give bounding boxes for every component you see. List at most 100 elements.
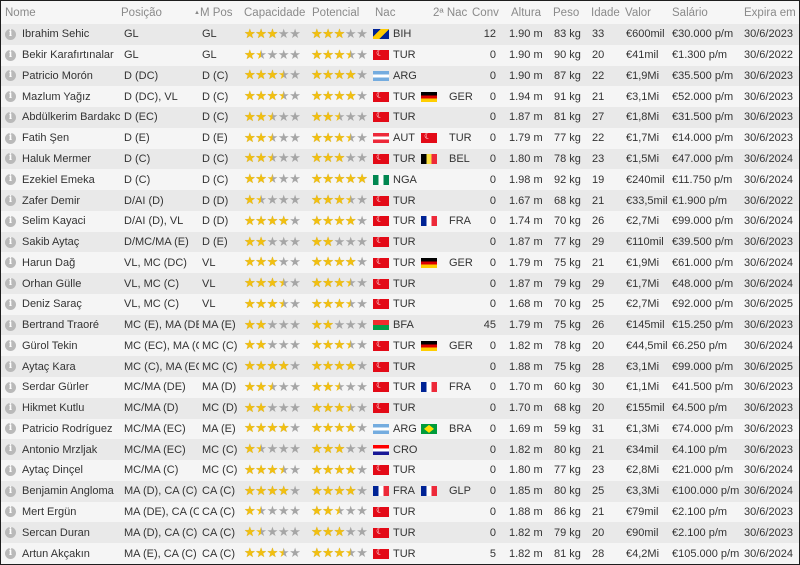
table-row[interactable]: i Patricio Morón D (DC) D (C) ★ ★ ★ ★ ★ ★ ★ ★ ★ ★ ARG 0…	[1, 65, 799, 87]
player-name[interactable]: Benjamin Angloma	[22, 485, 114, 498]
info-icon[interactable]: i	[5, 485, 16, 497]
player-name[interactable]: Sercan Duran	[22, 526, 90, 539]
column-header-expira[interactable]: Expira em	[744, 6, 796, 19]
caps-count: 0	[489, 236, 496, 249]
info-icon[interactable]: i	[5, 361, 16, 373]
player-name[interactable]: Orhan Gülle	[22, 277, 82, 290]
table-row[interactable]: i Serdar Gürler MC/MA (DE) MA (D) ★ ★ ★ ★ ★ ★ ★ ★ ★ ★…	[1, 377, 799, 398]
info-icon[interactable]: i	[5, 215, 16, 227]
player-name[interactable]: Sakib Aytaç	[22, 236, 80, 249]
column-header-mpos[interactable]: ▲M Pos	[194, 7, 243, 19]
table-row[interactable]: i Aytaç Kara MC (C), MA (EC) MC (C) ★ ★ ★ ★ ★ ★ ★ ★…	[1, 356, 799, 378]
table-row[interactable]: i Artun Akçakın MA (E), CA (C) CA (C) ★ ★ ★ ★ ★ ★…	[1, 543, 799, 564]
nationality-code: FRA	[393, 485, 415, 498]
player-name[interactable]: Ezekiel Emeka	[22, 173, 95, 186]
player-name[interactable]: Aytaç Dinçel	[22, 464, 83, 477]
info-icon[interactable]: i	[5, 28, 16, 40]
column-header-peso[interactable]: Peso	[553, 6, 580, 19]
column-header-potencial[interactable]: Potencial	[312, 6, 360, 19]
info-icon[interactable]: i	[5, 506, 16, 518]
player-name[interactable]: Artun Akçakın	[22, 547, 90, 560]
table-row[interactable]: i Abdülkerim Bardakcı D (EC) D (C) ★ ★ ★ ★ ★ ★ ★ ★ ★…	[1, 107, 799, 128]
info-icon[interactable]: i	[5, 444, 16, 456]
weight: 80 kg	[554, 485, 581, 498]
info-icon[interactable]: i	[5, 132, 16, 144]
info-icon[interactable]: i	[5, 381, 16, 393]
column-header-capacidade[interactable]: Capacidade	[244, 6, 306, 19]
table-row[interactable]: i Ezekiel Emeka D (C) D (C) ★ ★ ★ ★ ★ ★ ★ ★ ★ ★ NGA 0 1.…	[1, 169, 799, 191]
info-icon[interactable]: i	[5, 236, 16, 248]
star-icon: ★	[266, 505, 279, 519]
player-name[interactable]: Deniz Saraç	[22, 298, 82, 311]
player-name[interactable]: Patricio Rodríguez	[22, 422, 113, 435]
second-nationality-code: BEL	[449, 152, 470, 165]
info-icon[interactable]: i	[5, 423, 16, 435]
star-icon: ★	[277, 256, 290, 270]
capacidade-rating: ★ ★ ★ ★ ★	[243, 298, 311, 311]
info-icon[interactable]: i	[5, 91, 16, 103]
column-header-altura[interactable]: Altura	[511, 6, 542, 19]
player-name[interactable]: Zafer Demir	[22, 194, 81, 207]
column-header-posicao[interactable]: Posição	[121, 6, 162, 19]
info-icon[interactable]: i	[5, 527, 16, 539]
info-icon[interactable]: i	[5, 548, 16, 560]
info-icon[interactable]: i	[5, 195, 16, 206]
player-name[interactable]: Ibrahim Sehic	[22, 28, 90, 41]
age: 22	[592, 69, 605, 82]
player-name[interactable]: Selim Kayaci	[22, 215, 86, 228]
info-icon[interactable]: i	[5, 298, 16, 310]
info-icon[interactable]: i	[5, 402, 16, 414]
player-name[interactable]: Mazlum Yağız	[22, 90, 91, 103]
column-header-nac[interactable]: Nac	[375, 6, 396, 19]
column-header-nac2[interactable]: 2ª Nac	[433, 6, 468, 19]
info-icon[interactable]: i	[5, 153, 16, 165]
table-row[interactable]: i Patricio Rodríguez MC/MA (EC) MA (E) ★ ★ ★ ★ ★…	[1, 418, 799, 440]
table-row[interactable]: i Bertrand Traoré MC (E), MA (DE) MA (E) ★ ★ ★…	[1, 314, 799, 336]
info-icon[interactable]: i	[5, 257, 16, 269]
info-icon[interactable]: i	[5, 174, 16, 186]
player-name[interactable]: Bertrand Traoré	[22, 319, 100, 332]
player-name[interactable]: Gürol Tekin	[22, 339, 78, 352]
player-name[interactable]: Harun Dağ	[22, 256, 76, 269]
info-icon[interactable]: i	[5, 340, 16, 352]
column-header-conv[interactable]: Conv	[472, 6, 499, 19]
table-row[interactable]: i Gürol Tekin MC (EC), MA (C) MC (C) ★ ★ ★ ★ ★ ★ ★…	[1, 335, 799, 357]
table-row[interactable]: i Mert Ergün MA (DE), CA (C) CA (C) ★ ★ ★ ★ ★ ★ ★ ★…	[1, 501, 799, 523]
column-header-salario[interactable]: Salário	[672, 6, 708, 19]
player-name[interactable]: Haluk Mermer	[22, 152, 92, 165]
player-name[interactable]: Hikmet Kutlu	[22, 402, 85, 415]
column-header-valor[interactable]: Valor	[625, 6, 651, 19]
player-name[interactable]: Serdar Gürler	[22, 381, 89, 394]
info-icon[interactable]: i	[5, 70, 16, 82]
column-header-idade[interactable]: Idade	[591, 6, 620, 19]
player-name[interactable]: Patricio Morón	[22, 69, 93, 82]
player-name[interactable]: Fatih Şen	[22, 132, 70, 145]
table-row[interactable]: i Benjamin Angloma MA (D), CA (C) CA (C) ★ ★ ★…	[1, 480, 799, 502]
info-icon[interactable]: i	[5, 278, 16, 290]
info-icon[interactable]: i	[5, 319, 16, 331]
info-icon[interactable]: i	[5, 464, 16, 476]
player-name[interactable]: Antonio Mrzljak	[22, 443, 98, 456]
info-icon[interactable]: i	[5, 49, 16, 61]
table-row[interactable]: i Selim Kayaci D/AI (D), VL D (D) ★ ★ ★ ★ ★ ★ ★ ★ ★ ★…	[1, 210, 799, 232]
table-row[interactable]: i Sercan Duran MA (D), CA (C) CA (C) ★ ★ ★ ★ ★ ★ ★…	[1, 522, 799, 544]
column-header-nome[interactable]: Nome	[5, 6, 36, 19]
info-icon[interactable]: i	[5, 111, 16, 123]
player-name[interactable]: Bekir Karafırtınalar	[22, 49, 114, 62]
player-name[interactable]: Aytaç Kara	[22, 360, 76, 373]
player-name[interactable]: Mert Ergün	[22, 505, 77, 518]
table-row[interactable]: i Antonio Mrzljak MC/MA (EC) MC (C) ★ ★ ★ ★ ★ ★ ★ ★…	[1, 439, 799, 461]
player-name[interactable]: Abdülkerim Bardakcı	[22, 111, 121, 124]
